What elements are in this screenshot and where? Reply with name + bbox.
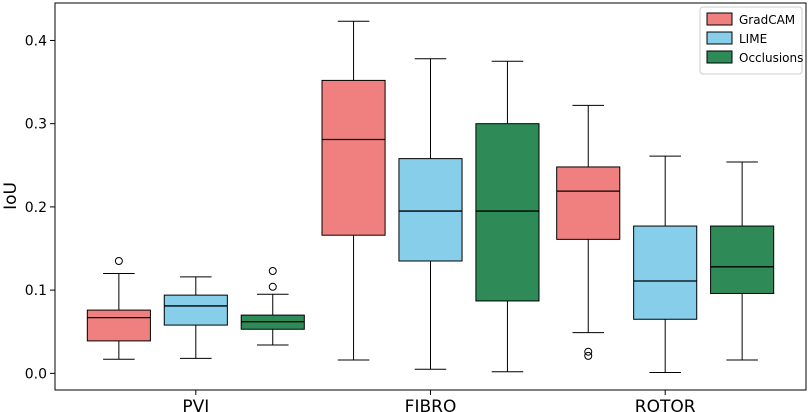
legend-label-occlusions: Occlusions — [739, 51, 803, 65]
y-tick-label: 0.0 — [25, 366, 47, 382]
y-tick-label: 0.3 — [25, 117, 47, 133]
box-iqr — [398, 158, 463, 262]
legend-label-lime: LIME — [739, 32, 767, 46]
outlier-point — [114, 257, 123, 265]
box-iqr — [163, 294, 228, 326]
x-category-label: ROTOR — [635, 397, 696, 412]
box-lime-rotor — [633, 155, 698, 374]
box-gradcam-fibro — [321, 20, 386, 361]
box-iqr — [86, 309, 151, 342]
legend-swatch-occlusions — [706, 50, 733, 64]
legend: GradCAM LIME Occlusions — [699, 6, 803, 75]
box-occlusions-pvi — [240, 266, 305, 346]
box-iqr — [556, 166, 621, 240]
box-iqr — [475, 123, 540, 302]
x-axis: PVI FIBRO ROTOR — [182, 390, 696, 412]
x-category-label: PVI — [182, 397, 209, 412]
box-lime-pvi — [163, 276, 228, 359]
y-tick-label: 0.2 — [25, 200, 47, 216]
legend-label-gradcam: GradCAM — [739, 13, 795, 27]
outlier-point — [584, 351, 593, 360]
box-iqr — [321, 79, 386, 236]
box-occlusions-rotor — [710, 161, 775, 361]
outlier-point — [268, 282, 277, 291]
box-gradcam-pvi — [86, 257, 151, 360]
outlier-point — [584, 347, 593, 356]
outlier-point — [268, 266, 277, 275]
y-axis: 0.0 0.1 0.2 0.3 0.4 — [25, 33, 55, 382]
box-iqr — [633, 225, 698, 320]
box-gradcam-rotor — [556, 104, 621, 360]
box-iqr — [710, 225, 775, 294]
y-axis-title: IoU — [1, 182, 21, 210]
y-tick-label: 0.4 — [25, 33, 47, 49]
legend-swatch-gradcam — [706, 12, 733, 26]
legend-swatch-lime — [706, 31, 733, 45]
box-occlusions-fibro — [475, 60, 540, 373]
boxes-layer — [86, 20, 775, 374]
y-tick-label: 0.1 — [25, 283, 47, 299]
box-lime-fibro — [398, 58, 463, 370]
x-category-label: FIBRO — [405, 397, 457, 412]
